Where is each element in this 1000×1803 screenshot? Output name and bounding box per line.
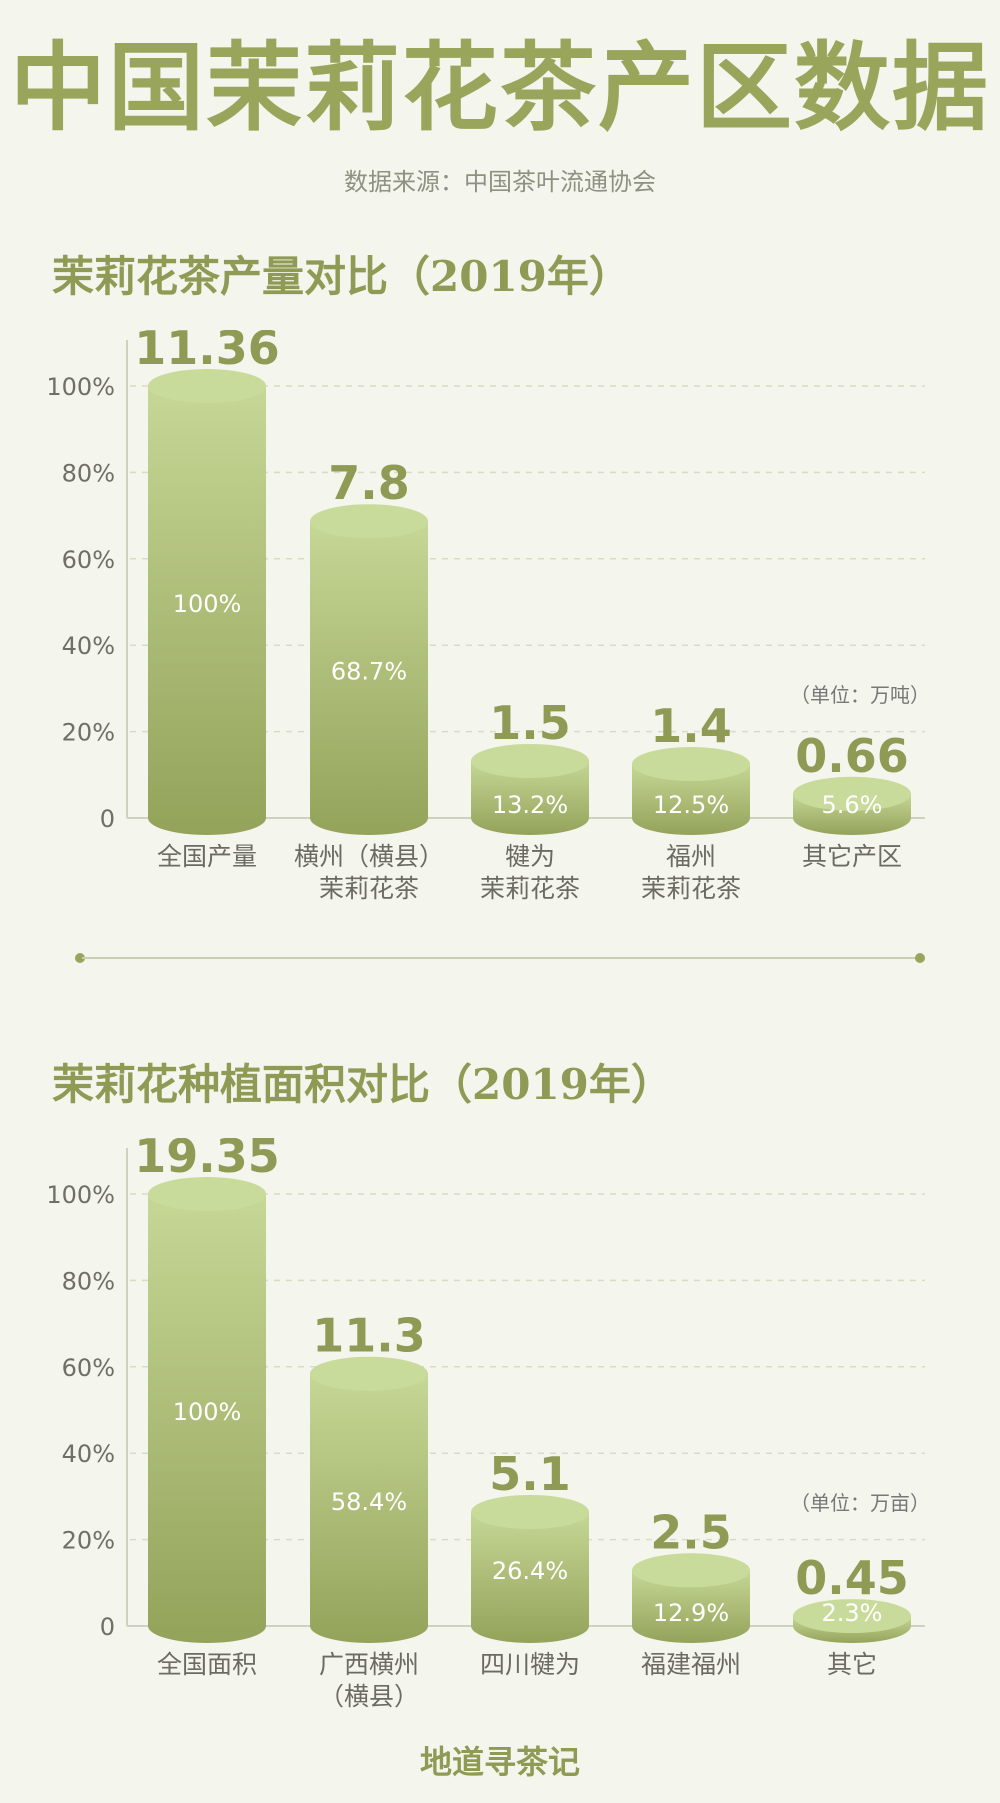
area-chart: 0 20% 40% 60% 80% 100% （单位：万亩） 19.35 100% 全国面积 11.… <box>46 1138 930 1711</box>
unit-label: （单位：万亩） <box>790 1491 930 1515</box>
chart1-title: 茉莉花茶产量对比（2019年） <box>52 252 631 301</box>
y-tick-label: 100% <box>46 1181 115 1209</box>
bar-body <box>471 1511 589 1643</box>
bar-percent-label: 12.9% <box>653 1599 729 1627</box>
y-tick-label: 40% <box>62 1440 115 1468</box>
y-tick-label: 40% <box>62 632 115 660</box>
chart2-title: 茉莉花种植面积对比（2019年） <box>52 1060 673 1109</box>
bar-cap <box>471 1494 589 1529</box>
x-category-label: （横县） <box>319 1682 419 1711</box>
bar-group <box>310 504 428 835</box>
bar-cap <box>632 747 750 781</box>
production-chart: 0 20% 40% 60% 80% 100% （单位：万吨） 11.36 100% 全国产量 7.8… <box>46 330 930 903</box>
x-category-label: 福建福州 <box>641 1650 741 1679</box>
bar-group <box>148 1177 266 1643</box>
x-category-label: 全国面积 <box>157 1650 257 1679</box>
bar-group <box>471 1494 589 1643</box>
bar-value-label: 1.5 <box>489 696 571 750</box>
bar-group <box>471 743 589 835</box>
x-category-label: 横州（横县） <box>294 842 444 871</box>
y-tick-label: 20% <box>62 719 115 747</box>
x-category-label: 犍为 <box>505 842 555 871</box>
bar-value-label: 0.66 <box>795 729 909 783</box>
x-category-label: 茉莉花茶 <box>319 874 419 903</box>
page-title: 中国茉莉花茶产区数据 <box>10 31 990 144</box>
bar-percent-label: 2.3% <box>822 1599 883 1627</box>
bar-body <box>148 1194 266 1643</box>
data-source: 数据来源：中国茶叶流通协会 <box>344 168 656 196</box>
bar-cap <box>148 369 266 403</box>
x-category-label: 全国产量 <box>157 842 257 871</box>
y-tick-label: 0 <box>100 805 115 833</box>
bar-cap <box>310 1356 428 1391</box>
y-tick-label: 80% <box>62 459 115 487</box>
bar-percent-label: 13.2% <box>492 791 568 819</box>
y-tick-label: 100% <box>46 373 115 401</box>
bar-value-label: 0.45 <box>795 1551 909 1605</box>
y-tick-label: 60% <box>62 1354 115 1382</box>
bar-percent-label: 100% <box>173 590 242 618</box>
bar-value-label: 11.36 <box>134 330 280 375</box>
bar-group <box>793 776 911 835</box>
bar-value-label: 2.5 <box>650 1505 732 1559</box>
divider-dot-right <box>915 953 925 963</box>
bar-body <box>632 764 750 835</box>
unit-label: （单位：万吨） <box>790 683 930 707</box>
bar-body <box>471 760 589 835</box>
x-category-label: 其它 <box>827 1650 877 1679</box>
x-category-label: 其它产区 <box>802 842 902 871</box>
bar-cap <box>148 1177 266 1211</box>
x-category-label: 茉莉花茶 <box>641 874 741 903</box>
section-divider <box>82 957 918 959</box>
x-category-label: 广西横州 <box>319 1650 419 1679</box>
bar-percent-label: 68.7% <box>331 658 407 686</box>
bar-group <box>310 1356 428 1643</box>
x-category-label: 四川犍为 <box>480 1650 580 1679</box>
bar-body <box>148 386 266 835</box>
bar-percent-label: 58.4% <box>331 1488 407 1516</box>
bar-group <box>793 1599 911 1643</box>
bar-value-label: 19.35 <box>134 1138 280 1183</box>
bar-percent-label: 12.5% <box>653 791 729 819</box>
y-tick-label: 80% <box>62 1267 115 1295</box>
bar-cap <box>793 776 911 811</box>
y-tick-label: 0 <box>100 1613 115 1641</box>
bar-cap <box>471 743 589 778</box>
bar-group <box>632 1553 750 1643</box>
bar-cap <box>793 1599 911 1634</box>
bar-value-label: 7.8 <box>328 456 410 510</box>
y-tick-label: 20% <box>62 1527 115 1555</box>
x-category-label: 茉莉花茶 <box>480 874 580 903</box>
bar-value-label: 1.4 <box>650 699 732 753</box>
bar-percent-label: 26.4% <box>492 1557 568 1585</box>
divider-dot-left <box>75 953 85 963</box>
bar-group <box>632 747 750 835</box>
bar-body <box>310 521 428 835</box>
bar-cap <box>310 504 428 539</box>
bar-cap <box>632 1553 750 1588</box>
y-tick-label: 60% <box>62 546 115 574</box>
x-category-label: 福州 <box>666 842 716 871</box>
bar-percent-label: 100% <box>173 1398 242 1426</box>
bar-body <box>632 1570 750 1643</box>
bar-value-label: 11.3 <box>312 1309 426 1363</box>
bar-value-label: 5.1 <box>489 1447 571 1501</box>
bar-group <box>148 369 266 835</box>
footer-brand: 地道寻茶记 <box>419 1743 580 1781</box>
bar-body <box>310 1373 428 1643</box>
bar-percent-label: 5.6% <box>822 791 883 819</box>
